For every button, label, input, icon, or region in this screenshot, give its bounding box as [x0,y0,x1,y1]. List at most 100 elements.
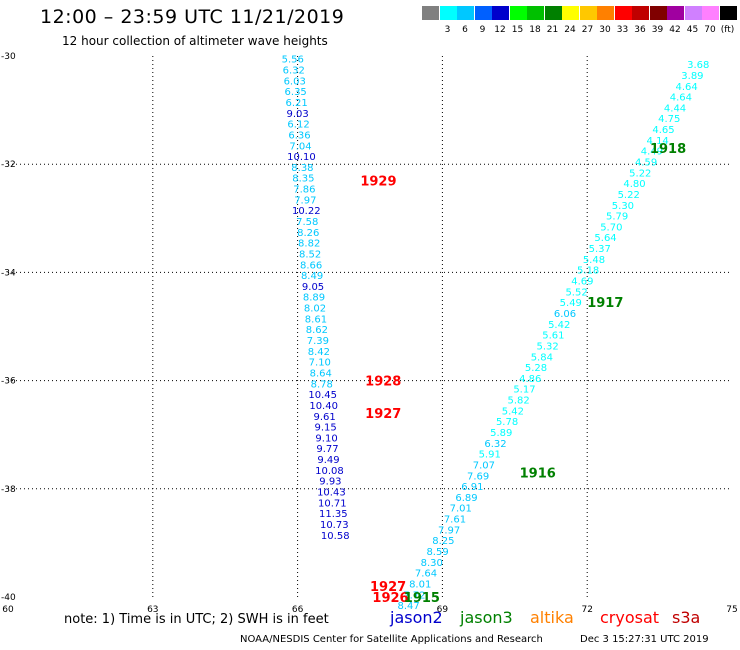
credit-text: NOAA/NESDIS Center for Satellite Applica… [240,634,543,645]
wave-height-value: 6.35 [285,87,307,98]
wave-height-value: 8.35 [292,174,314,185]
wave-height-value: 4.14 [647,136,669,147]
wave-height-value: 5.48 [583,255,605,266]
wave-height-value: 5.52 [565,287,587,298]
wave-height-value: 8.49 [301,271,323,282]
wave-height-value: 7.01 [450,504,472,515]
scale-swatch [579,6,597,20]
wave-height-value: 5.18 [577,266,599,277]
wave-height-value: 5.82 [508,396,530,407]
scale-label: 12 [494,25,506,35]
satellite-legend-item: jason2 [390,608,443,627]
scale-swatch [492,6,509,20]
wave-height-value: 9.61 [313,412,335,423]
wave-height-value: 5.42 [502,406,524,417]
wave-height-value: 3.89 [681,71,703,82]
scale-swatch [702,6,719,20]
scale-label: 21 [546,25,559,35]
scale-label: 70 [704,25,716,35]
map-title: 12:00 – 23:59 UTC 11/21/2019 [40,6,345,28]
wave-height-value: 8.89 [303,293,325,304]
lat-tick-label: -38 [1,485,16,495]
scale-swatch [527,6,544,20]
scale-swatch [562,6,579,20]
wave-height-value: 10.58 [321,531,350,542]
lon-tick-label: 63 [147,605,158,615]
scale-swatch [439,6,457,20]
wave-height-value: 9.10 [315,433,337,444]
scale-swatch [457,6,474,20]
scale-swatch [544,6,562,20]
lon-tick-label: 60 [2,605,14,615]
wave-height-value: 8.25 [432,536,454,547]
pass-number-label: 1927 [370,580,406,595]
pass-number-label: 1929 [360,174,396,189]
satellite-legend-item: s3a [672,608,701,627]
wave-height-value: 7.64 [415,569,437,580]
satellite-legend-item: cryosat [600,608,660,627]
pass-number-label: 1915 [404,591,440,606]
wave-height-value: 4.75 [658,114,680,125]
generated-date: Dec 3 15:27:31 UTC 2019 [580,634,709,645]
wave-height-value: 7.97 [438,525,460,536]
satellite-legend-item: altika [530,608,574,627]
wave-height-value: 5.22 [618,190,640,201]
wave-height-value: 3.68 [687,60,709,71]
wave-height-value: 7.10 [309,358,331,369]
wave-height-value: 7.69 [467,471,489,482]
wave-height-value: 5.30 [612,201,634,212]
wave-height-value: 8.78 [311,379,333,390]
scale-label: 27 [581,25,594,35]
scale-swatch [474,6,492,20]
wave-height-value: 4.49 [641,147,663,158]
scale-swatch [649,6,667,20]
wave-height-value: 8.47 [397,601,419,612]
wave-height-value: 6.36 [288,130,310,141]
lat-tick-label: -30 [1,52,16,62]
wave-height-value: 7.58 [296,217,318,228]
satellite-legend-item: jason3 [460,608,513,627]
lat-tick-label: -36 [1,377,16,387]
lat-tick-label: -40 [1,593,16,603]
wave-height-value: 6.91 [461,482,483,493]
wave-height-value: 8.30 [421,558,443,569]
pass-number-label: 1916 [520,467,556,482]
wave-height-value: 6.21 [286,98,308,109]
wave-height-value: 8.02 [304,304,326,315]
pass-number-label: 1917 [587,296,623,311]
wave-height-value: 7.07 [473,460,495,471]
scale-swatch [597,6,614,20]
wave-height-value: 4.59 [635,157,657,168]
wave-height-value: 4.65 [652,125,674,136]
wave-height-value: 5.17 [513,385,535,396]
wave-height-value: 10.22 [292,206,321,217]
wave-height-value: 9.03 [286,109,308,120]
scale-label: 30 [599,25,611,35]
wave-height-value: 5.32 [536,341,558,352]
scale-label: 15 [511,25,524,35]
lon-tick-label: 69 [437,605,449,615]
lon-tick-label: 72 [581,605,592,615]
scale-label: 33 [616,25,629,35]
wave-height-value: 10.40 [309,401,338,412]
wave-height-value: 5.28 [525,363,547,374]
wave-height-value: 8.62 [306,325,328,336]
pass-number-label: 1927 [365,407,401,422]
wave-height-value: 4.80 [623,179,645,190]
wave-height-value: 5.91 [479,450,501,461]
lat-tick-label: -32 [1,160,16,170]
wave-height-value: 5.64 [594,233,616,244]
lon-tick-label: 75 [726,605,737,615]
map-subtitle: 12 hour collection of altimeter wave hei… [62,34,328,48]
wave-height-value: 5.78 [496,417,518,428]
wave-height-value: 10.45 [308,390,337,401]
scale-label: 6 [462,25,468,35]
wave-height-value: 7.61 [444,515,466,526]
wave-height-value: 6.06 [554,309,576,320]
scale-swatch [719,6,737,20]
wave-height-value: 5.70 [600,222,622,233]
wave-height-value: 10.43 [317,488,346,499]
scale-label: 36 [634,25,646,35]
wave-height-value: 8.42 [308,347,330,358]
